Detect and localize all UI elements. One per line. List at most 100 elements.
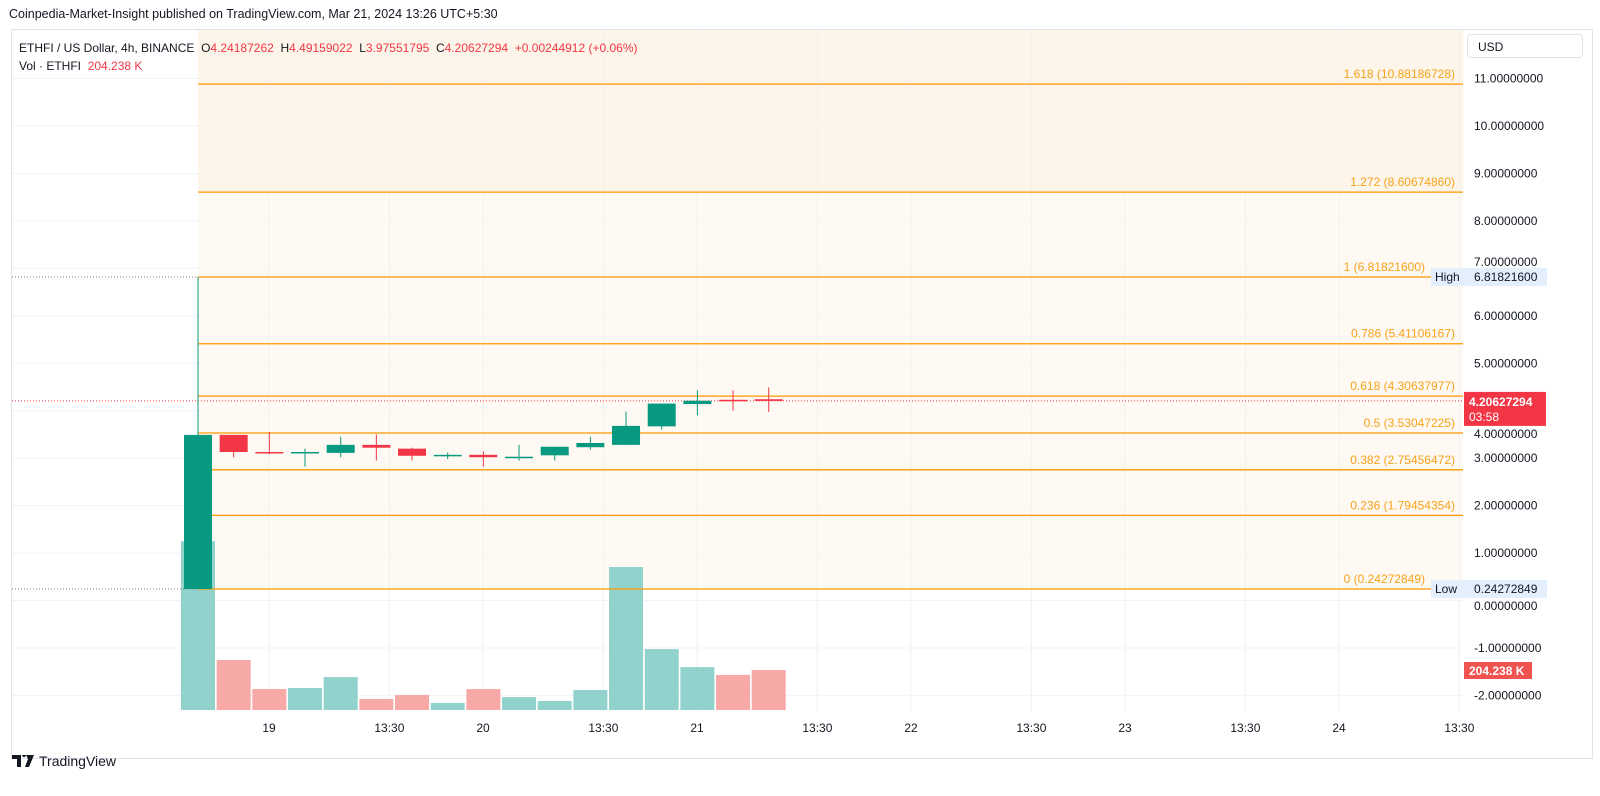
time-tick-label: 23 xyxy=(1118,721,1132,735)
fib-level-label: 1 (6.81821600) xyxy=(1344,260,1425,274)
fib-band xyxy=(198,396,1463,433)
volume-bar xyxy=(644,649,679,710)
low-tag-value: 0.24272849 xyxy=(1474,582,1538,596)
volume-bar xyxy=(573,690,608,710)
time-tick-label: 13:30 xyxy=(802,721,832,735)
publish-info: Coinpedia-Market-Insight published on Tr… xyxy=(9,7,498,21)
close-label: C xyxy=(436,41,445,55)
fib-level-label: 1.272 (8.60674860) xyxy=(1350,175,1455,189)
candle-body xyxy=(362,444,391,448)
fib-band xyxy=(198,469,1463,516)
volume-bar xyxy=(609,567,644,710)
low-tag-label: Low xyxy=(1435,582,1457,596)
price-tick-label: 0.00000000 xyxy=(1474,599,1538,613)
volume-tag xyxy=(1464,662,1532,679)
last-price-tag xyxy=(1464,391,1546,426)
fib-band xyxy=(198,192,1463,277)
price-tick-label: 11.00000000 xyxy=(1474,72,1544,86)
fib-level-label: 0.618 (4.30637977) xyxy=(1350,379,1455,393)
price-tick-label: -2.00000000 xyxy=(1474,688,1542,702)
tradingview-logo[interactable]: TradingView xyxy=(12,753,116,769)
time-tick-label: 24 xyxy=(1332,721,1346,735)
price-tick-label: 5.00000000 xyxy=(1474,356,1538,370)
candle-body xyxy=(505,456,534,459)
volume-bar xyxy=(537,700,572,710)
fib-level-label: 0 (0.24272849) xyxy=(1344,572,1425,586)
close-value: 4.20627294 xyxy=(444,41,509,55)
fib-band xyxy=(198,84,1463,193)
brand-name: TradingView xyxy=(39,753,117,769)
volume-bar xyxy=(502,697,537,710)
open-label: O xyxy=(201,41,211,55)
fib-band xyxy=(198,276,1463,344)
high-tag-label: High xyxy=(1435,270,1460,284)
low-label: L xyxy=(359,41,366,55)
volume-label[interactable]: Vol · ETHFI xyxy=(19,59,82,73)
time-tick-label: 13:30 xyxy=(588,721,618,735)
symbol-title[interactable]: ETHFI / US Dollar, 4h, BINANCE xyxy=(19,41,195,55)
volume-bar xyxy=(359,699,394,710)
volume-bar xyxy=(751,670,786,710)
currency-button[interactable]: USD xyxy=(1467,34,1583,58)
chart-legend: ETHFI / US Dollar, 4h, BINANCE O4.241872… xyxy=(19,39,638,75)
volume-bar xyxy=(466,689,501,710)
fib-band xyxy=(198,432,1463,470)
price-tick-label: 3.00000000 xyxy=(1474,451,1538,465)
fib-level-label: 0.236 (1.79454354) xyxy=(1350,498,1455,512)
time-tick-label: 21 xyxy=(690,721,704,735)
price-axis xyxy=(1463,30,1591,712)
time-tick-label: 20 xyxy=(476,721,490,735)
fib-band xyxy=(198,30,1463,85)
open-value: 4.24187262 xyxy=(210,41,274,55)
fib-band xyxy=(198,515,1463,589)
price-tick-label: 8.00000000 xyxy=(1474,214,1538,228)
candle-body xyxy=(291,451,320,454)
volume-bar xyxy=(288,688,323,710)
volume-bar xyxy=(716,674,751,710)
price-tick-label: 9.00000000 xyxy=(1474,166,1538,180)
candle-body xyxy=(326,444,355,453)
high-tag-value: 6.81821600 xyxy=(1474,270,1538,284)
time-tick-label: 13:30 xyxy=(1016,721,1046,735)
price-tick-label: 2.00000000 xyxy=(1474,499,1538,513)
candle-body xyxy=(754,399,783,401)
tradingview-logo-icon xyxy=(12,755,34,767)
high-label: H xyxy=(280,41,290,55)
candle-body xyxy=(719,399,748,402)
candle-body xyxy=(219,434,248,452)
price-tick-label: 4.00000000 xyxy=(1474,427,1538,441)
time-tick-label: 19 xyxy=(262,721,276,735)
high-value: 4.49159022 xyxy=(289,41,353,55)
candle-body xyxy=(255,451,284,454)
fib-level-label: 0.786 (5.41106167) xyxy=(1351,327,1455,341)
candle-body xyxy=(398,448,427,456)
time-tick-label: 13:30 xyxy=(1230,721,1260,735)
candle-body xyxy=(576,442,605,448)
low-tag-bg xyxy=(1431,579,1547,598)
candle-body xyxy=(612,425,641,445)
fib-level-label: 1.618 (10.88186728) xyxy=(1344,67,1455,81)
volume-bar xyxy=(430,702,465,710)
fib-level-label: 0.382 (2.75456472) xyxy=(1350,453,1455,467)
price-tick-label: 1.00000000 xyxy=(1474,546,1538,560)
price-tick-label: 6.00000000 xyxy=(1474,309,1538,323)
volume-tag-value: 204.238 K xyxy=(1469,664,1525,678)
high-tag-bg xyxy=(1431,267,1547,286)
fib-level-label: 0.5 (3.53047225) xyxy=(1364,416,1455,430)
volume-bar xyxy=(252,689,287,710)
volume-value: 204.238 K xyxy=(87,59,143,73)
price-tick-label: -1.00000000 xyxy=(1474,641,1542,655)
candle-body xyxy=(469,454,498,458)
volume-bar xyxy=(680,667,715,710)
candle-body xyxy=(540,446,569,456)
time-tick-label: 22 xyxy=(904,721,918,735)
time-tick-label: 13:30 xyxy=(374,721,404,735)
volume-bar xyxy=(323,677,358,710)
time-tick-label: 13:30 xyxy=(1444,721,1474,735)
volume-bar xyxy=(395,694,430,710)
low-value: 3.97551795 xyxy=(365,41,430,55)
candle-body xyxy=(647,403,676,427)
bar-countdown: 03:58 xyxy=(1469,410,1499,424)
volume-bar xyxy=(216,660,251,710)
